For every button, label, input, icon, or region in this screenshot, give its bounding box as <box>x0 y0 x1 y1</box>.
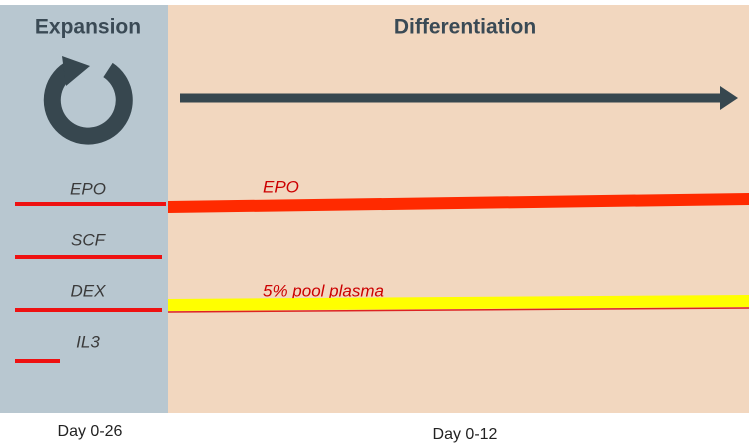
time-arrow <box>180 86 738 110</box>
factor-label: DEX <box>71 281 107 300</box>
plasma-underline <box>167 307 749 313</box>
factor-label: SCF <box>71 230 107 249</box>
differentiation-period: Day 0-12 <box>433 426 498 443</box>
differentiation-title: Differentiation <box>394 16 536 39</box>
differentiation-factor-label: EPO <box>263 177 299 196</box>
expansion-title: Expansion <box>35 16 141 39</box>
factor-label: EPO <box>70 179 106 198</box>
plasma-band <box>168 295 749 311</box>
cycle-icon <box>43 56 133 145</box>
factor-label: IL3 <box>76 332 100 351</box>
differentiation-factor-label: 5% pool plasma <box>263 281 384 300</box>
expansion-period: Day 0-26 <box>58 423 123 440</box>
epo-band <box>168 193 749 213</box>
expansion-panel <box>0 5 168 413</box>
